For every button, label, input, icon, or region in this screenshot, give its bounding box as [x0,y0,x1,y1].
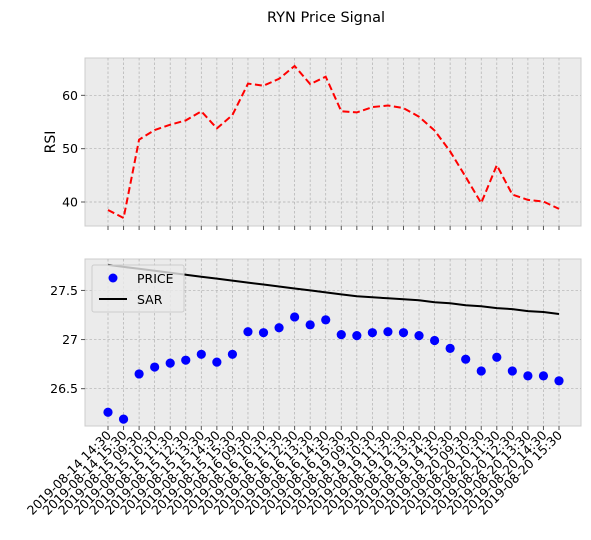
price-point [243,327,253,337]
price-point [367,328,377,338]
chart-title: RYN Price Signal [267,10,385,26]
price-point [352,331,362,341]
y-tick-label: 27.5 [50,283,78,298]
price-point [414,331,424,341]
rsi-series [107,64,560,220]
price-point [274,323,284,333]
rsi-y-ticks: 40 50 60 [62,88,85,210]
price-point [212,357,222,367]
price-point [118,414,129,424]
rsi-line [107,64,560,220]
rsi-grid [85,58,581,226]
price-series [103,263,564,424]
price-point [507,366,517,376]
y-tick-label: 26.5 [50,381,78,396]
price-point [554,376,564,386]
price-point [227,349,238,359]
legend: PRICE SAR [91,264,185,313]
price-point [383,327,393,337]
price-point [165,358,175,368]
price-point [134,369,144,379]
price-point [258,328,269,338]
y-tick-label: 40 [62,195,78,210]
legend-price-label: PRICE [137,271,174,286]
rsi-plot-area [84,57,582,227]
price-point [461,354,471,364]
price-point [398,328,409,338]
price-point [321,315,331,325]
price-point [150,362,160,372]
price-y-ticks: 26.5 27 27.5 [50,283,85,396]
rsi-panel: 40 50 60 RSI [43,57,582,227]
price-point [429,335,440,346]
price-point [305,320,315,330]
price-point [336,330,346,340]
price-point [492,352,502,362]
price-point [196,349,206,359]
price-point [476,366,486,376]
y-tick-label: 60 [62,88,78,103]
legend-price-marker [108,273,118,283]
legend-sar-label: SAR [137,292,163,307]
y-tick-label: 27 [62,332,78,347]
price-point [103,407,113,417]
y-tick-label: 50 [62,141,78,156]
price-point [538,371,549,381]
rsi-axis-label: RSI [43,131,59,154]
price-point [445,343,455,353]
price-point [181,355,191,365]
price-point [290,312,300,322]
price-point [523,371,533,381]
